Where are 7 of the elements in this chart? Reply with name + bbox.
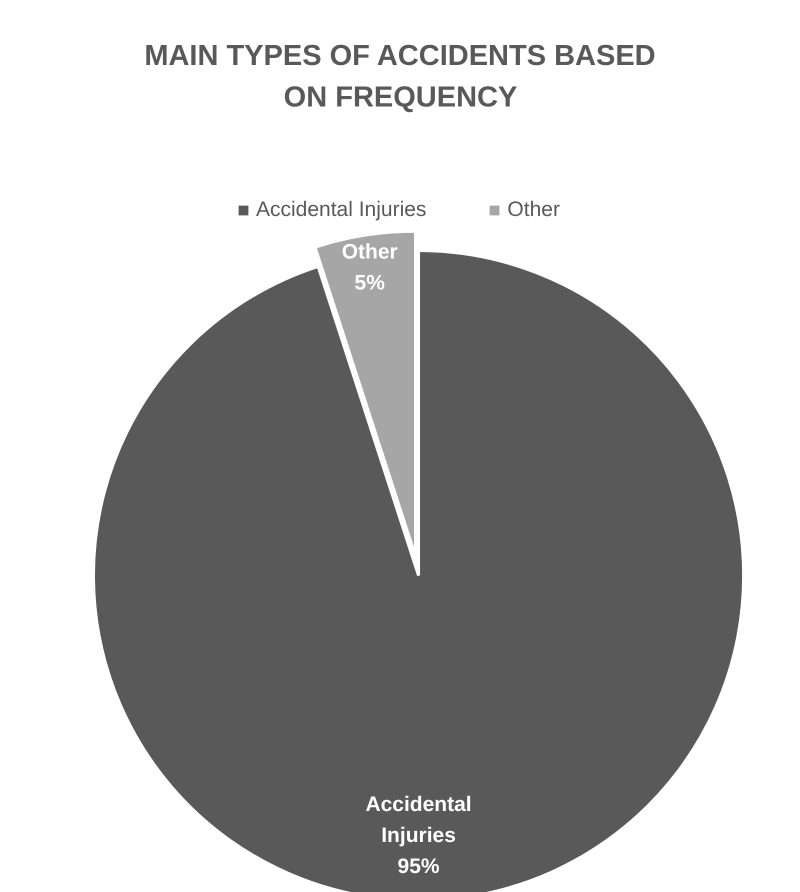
data-label: 5% [354, 271, 386, 294]
slice-label: Accidental Injuries [365, 793, 472, 848]
slice-label: Other [342, 240, 398, 264]
data-label: 95% [398, 855, 440, 878]
chart-title: MAIN TYPES OF ACCIDENTS BASED ON FREQUENCY [144, 40, 656, 114]
legend-label: Other [507, 198, 560, 222]
legend-label: Accidental Injuries [256, 198, 426, 222]
